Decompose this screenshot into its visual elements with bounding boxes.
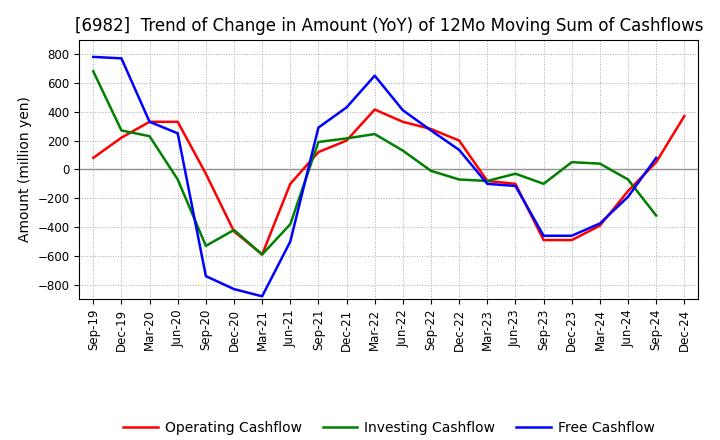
Free Cashflow bbox=[145, 119, 154, 125]
Investing Cashflow bbox=[89, 69, 98, 74]
Operating Cashflow bbox=[455, 138, 464, 143]
Investing Cashflow bbox=[455, 177, 464, 182]
Legend: Operating Cashflow, Investing Cashflow, Free Cashflow: Operating Cashflow, Investing Cashflow, … bbox=[117, 415, 660, 440]
Operating Cashflow bbox=[511, 181, 520, 187]
Operating Cashflow bbox=[342, 138, 351, 143]
Free Cashflow bbox=[511, 183, 520, 189]
Investing Cashflow bbox=[567, 160, 576, 165]
Line: Investing Cashflow: Investing Cashflow bbox=[94, 71, 656, 254]
Investing Cashflow bbox=[511, 171, 520, 176]
Free Cashflow bbox=[539, 233, 548, 238]
Investing Cashflow bbox=[145, 134, 154, 139]
Free Cashflow bbox=[89, 54, 98, 59]
Title: [6982]  Trend of Change in Amount (YoY) of 12Mo Moving Sum of Cashflows: [6982] Trend of Change in Amount (YoY) o… bbox=[75, 17, 703, 35]
Operating Cashflow bbox=[286, 181, 294, 187]
Free Cashflow bbox=[455, 147, 464, 153]
Free Cashflow bbox=[314, 125, 323, 130]
Operating Cashflow bbox=[174, 119, 182, 125]
Free Cashflow bbox=[399, 108, 408, 113]
Investing Cashflow bbox=[174, 177, 182, 182]
Free Cashflow bbox=[624, 194, 632, 199]
Operating Cashflow bbox=[370, 107, 379, 112]
Investing Cashflow bbox=[595, 161, 604, 166]
Investing Cashflow bbox=[117, 128, 126, 133]
Investing Cashflow bbox=[624, 177, 632, 182]
Investing Cashflow bbox=[342, 136, 351, 141]
Operating Cashflow bbox=[399, 119, 408, 125]
Investing Cashflow bbox=[427, 168, 436, 173]
Investing Cashflow bbox=[314, 139, 323, 145]
Free Cashflow bbox=[258, 293, 266, 299]
Free Cashflow bbox=[342, 105, 351, 110]
Operating Cashflow bbox=[427, 126, 436, 132]
Free Cashflow bbox=[427, 128, 436, 133]
Line: Free Cashflow: Free Cashflow bbox=[94, 57, 656, 296]
Operating Cashflow bbox=[89, 155, 98, 161]
Free Cashflow bbox=[652, 155, 660, 161]
Operating Cashflow bbox=[314, 150, 323, 155]
Operating Cashflow bbox=[145, 119, 154, 125]
Operating Cashflow bbox=[483, 178, 492, 183]
Free Cashflow bbox=[202, 274, 210, 279]
Investing Cashflow bbox=[286, 222, 294, 227]
Investing Cashflow bbox=[258, 252, 266, 257]
Operating Cashflow bbox=[624, 188, 632, 194]
Free Cashflow bbox=[117, 56, 126, 61]
Line: Operating Cashflow: Operating Cashflow bbox=[94, 110, 684, 254]
Free Cashflow bbox=[567, 233, 576, 238]
Free Cashflow bbox=[230, 286, 238, 292]
Investing Cashflow bbox=[399, 148, 408, 153]
Free Cashflow bbox=[483, 181, 492, 187]
Investing Cashflow bbox=[539, 181, 548, 187]
Free Cashflow bbox=[370, 73, 379, 78]
Operating Cashflow bbox=[595, 223, 604, 228]
Free Cashflow bbox=[286, 239, 294, 244]
Investing Cashflow bbox=[370, 132, 379, 137]
Investing Cashflow bbox=[230, 227, 238, 233]
Operating Cashflow bbox=[652, 160, 660, 165]
Free Cashflow bbox=[174, 131, 182, 136]
Operating Cashflow bbox=[117, 135, 126, 140]
Y-axis label: Amount (million yen): Amount (million yen) bbox=[18, 96, 32, 242]
Operating Cashflow bbox=[202, 171, 210, 176]
Investing Cashflow bbox=[202, 243, 210, 249]
Operating Cashflow bbox=[258, 252, 266, 257]
Free Cashflow bbox=[595, 221, 604, 226]
Investing Cashflow bbox=[483, 178, 492, 183]
Operating Cashflow bbox=[539, 238, 548, 243]
Operating Cashflow bbox=[567, 238, 576, 243]
Operating Cashflow bbox=[230, 229, 238, 234]
Investing Cashflow bbox=[652, 213, 660, 218]
Operating Cashflow bbox=[680, 114, 688, 119]
